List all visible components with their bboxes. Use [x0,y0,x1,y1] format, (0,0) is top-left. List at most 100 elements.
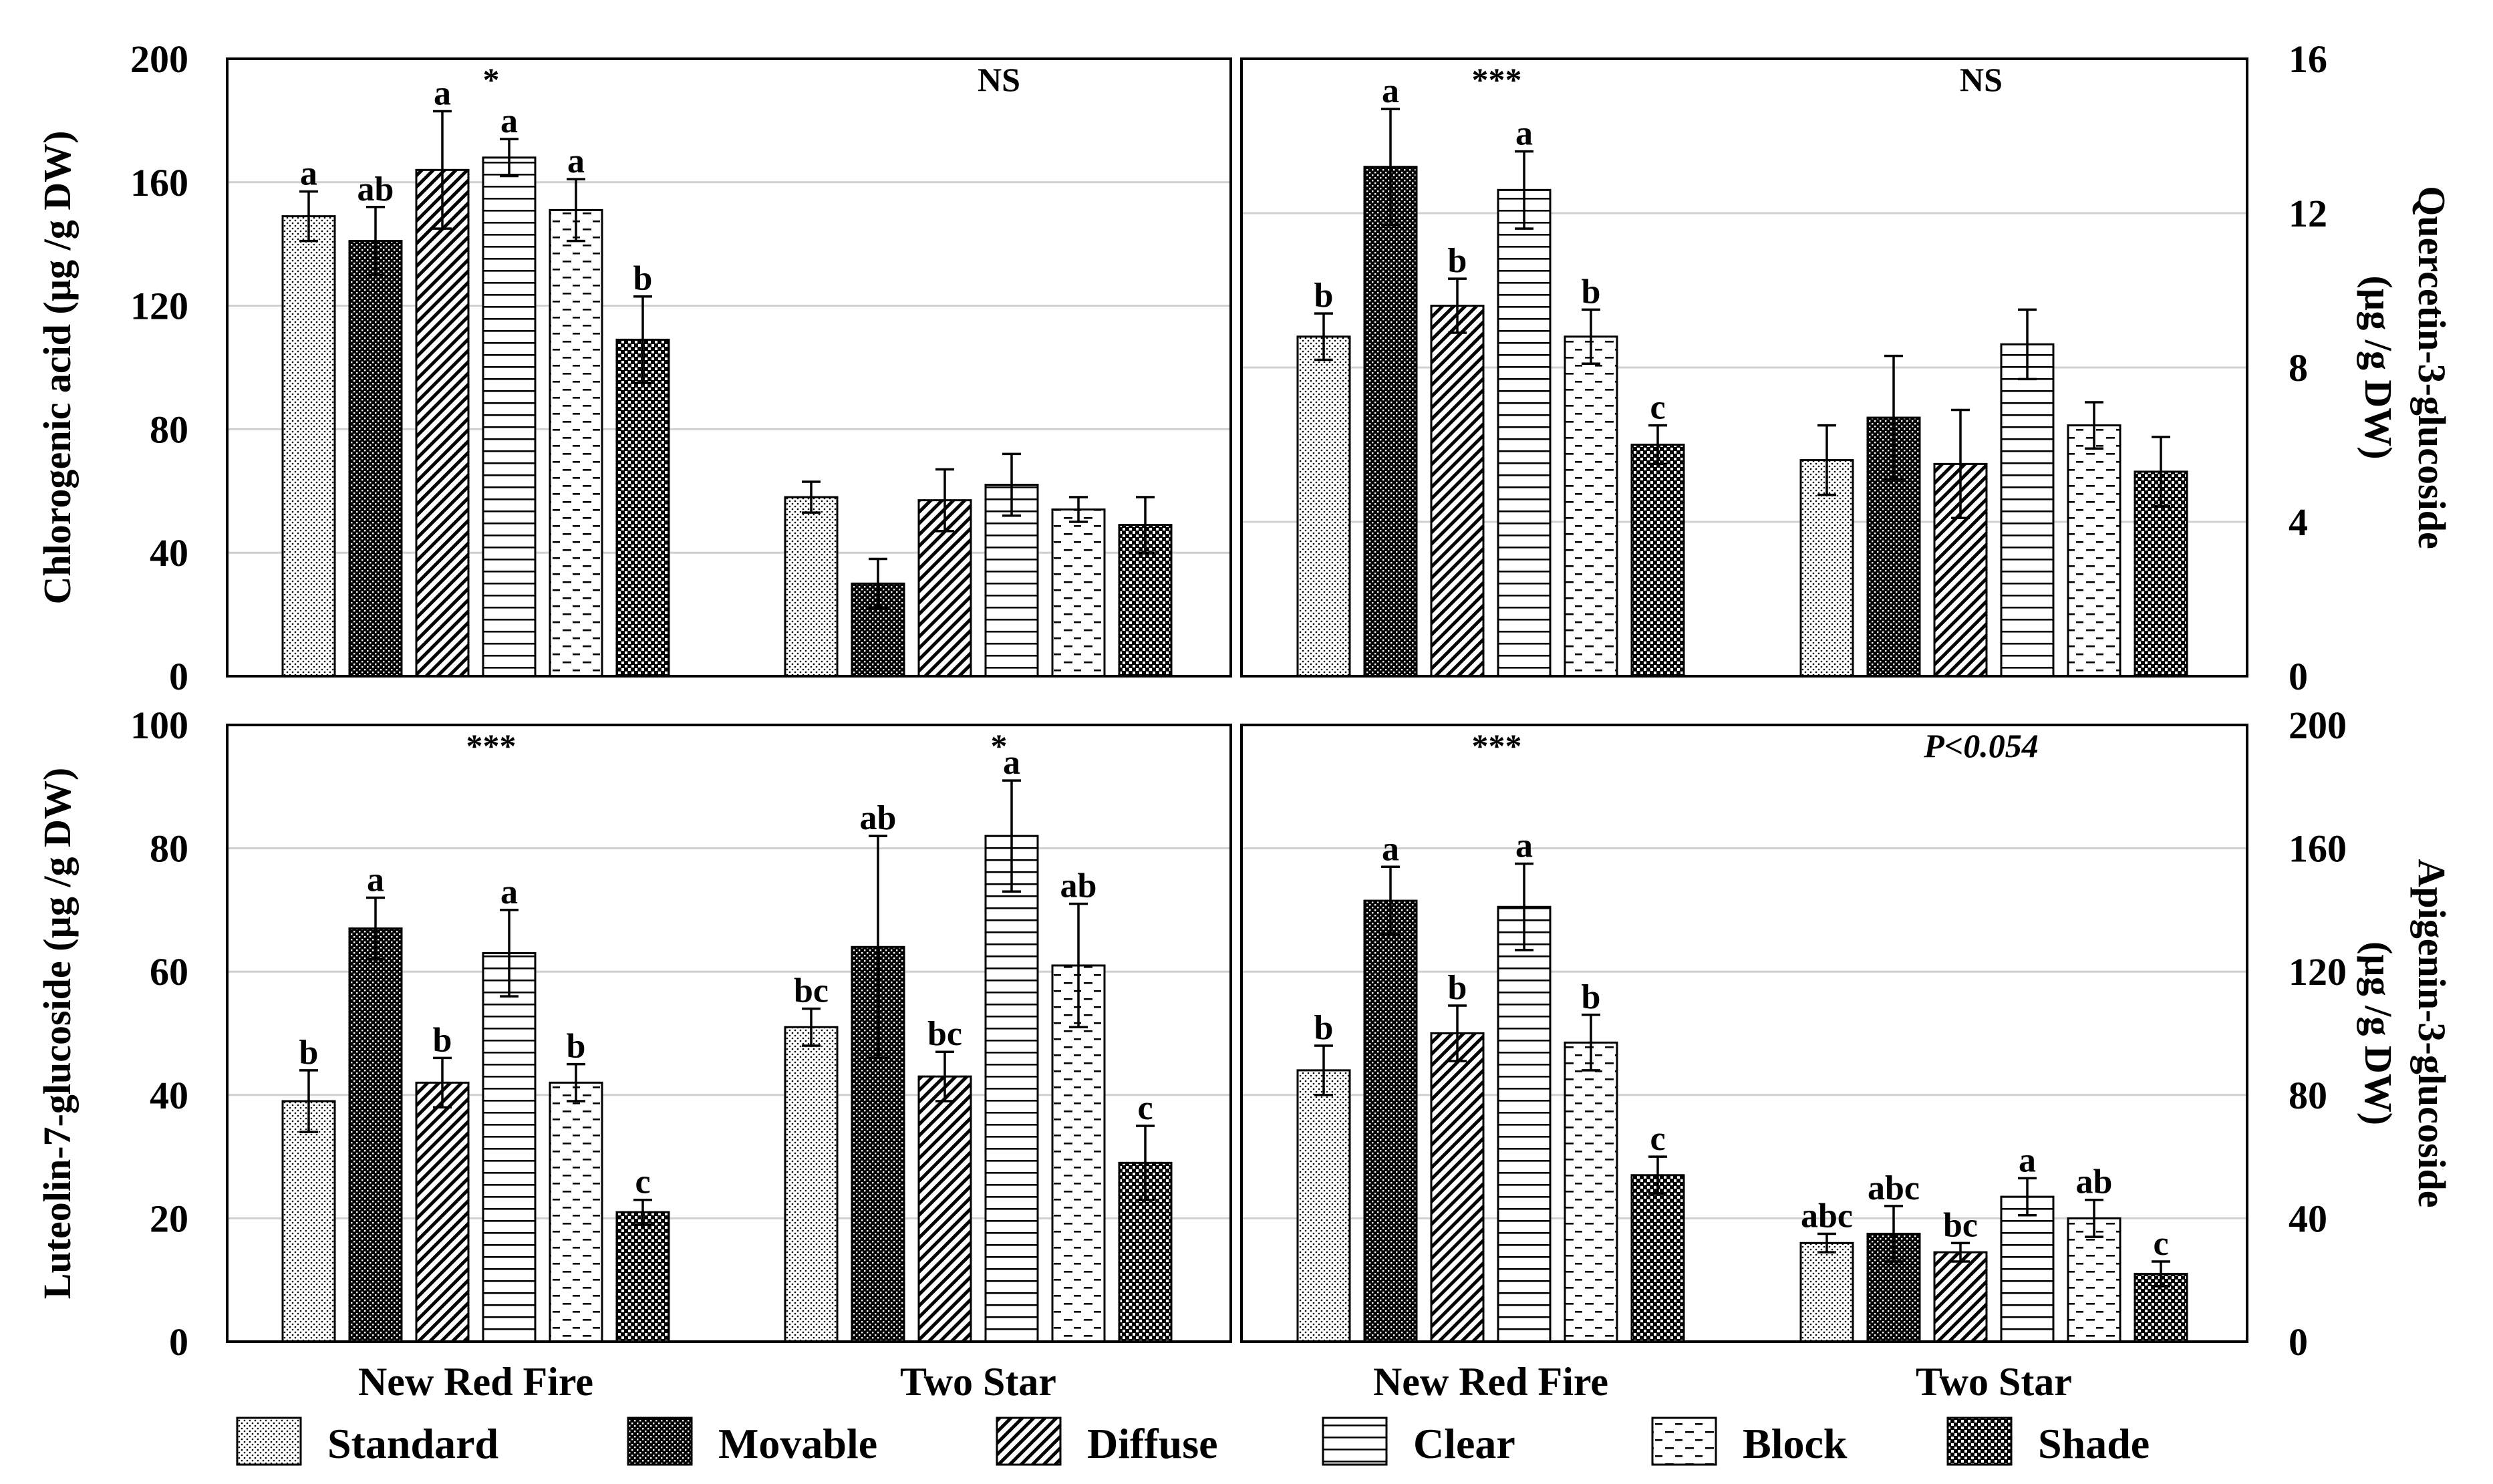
significance-letter: c [1137,1089,1153,1127]
legend-swatch-standard [236,1417,302,1466]
significance-letter: a [1382,72,1399,110]
stat-annotation: * [991,727,1008,764]
bar-block [1564,1041,1618,1343]
bar-diffuse [1933,1251,1988,1343]
bar-shade [615,338,670,678]
legend-label-standard: Standard [327,1420,498,1467]
legend-swatch-movable [627,1417,693,1466]
bar-standard [281,215,336,678]
bar-block [549,208,603,678]
bar-clear [1497,905,1552,1343]
stat-annotation: P<0.054 [1923,727,2039,764]
y-tick-label: 120 [130,285,188,328]
y-tick-label: 0 [2289,1320,2308,1364]
significance-letter: c [635,1163,650,1201]
significance-letter: abc [1801,1197,1853,1235]
significance-letter: a [434,75,451,113]
chart-panel-top-right: 0 4 8 12 16 b a b a b c *** NS Quercetin-3-glucoside(… [1240,37,2454,698]
legend-label-diffuse: Diffuse [1087,1420,1218,1467]
significance-letter: b [433,1021,452,1059]
stat-annotation: *** [1472,61,1522,98]
stat-annotation: NS [978,61,1020,98]
bar-movable [1363,166,1418,678]
y-tick-label: 60 [150,950,188,994]
bar-movable [348,927,403,1343]
bar-clear [1497,188,1552,678]
bar-clear [984,835,1039,1343]
x-group-label: New Red Fire [1373,1360,1608,1404]
significance-letter: ab [357,170,394,208]
legend-label-block: Block [1743,1420,1848,1467]
bar-standard [1296,335,1351,678]
y-tick-label: 200 [2289,704,2347,747]
significance-letter: ab [2076,1163,2113,1201]
y-tick-label: 4 [2289,500,2308,544]
significance-letter: b [1314,1009,1334,1047]
bar-standard [784,496,839,678]
y-axis-label: Luteolin-7-glucoside (µg /g DW) [35,768,79,1299]
bar-shade [1630,1174,1685,1343]
bar-block [1051,508,1106,678]
significance-letter: b [299,1034,319,1072]
significance-letter: c [1650,1120,1665,1158]
significance-letter: a [367,861,384,899]
bar-standard [784,1026,839,1343]
legend-label-shade: Shade [2038,1420,2150,1467]
bar-clear [2000,1195,2055,1343]
chart-legend: Standard Movable Diffuse Clear Block Shade [236,1417,2150,1467]
y-tick-label: 12 [2289,192,2327,235]
significance-letter: b [1448,969,1467,1007]
bar-movable [348,240,403,678]
y-tick-label: 200 [130,37,188,81]
legend-swatch-shade [1946,1417,2013,1466]
significance-letter: a [1003,744,1020,782]
y-tick-label: 20 [150,1197,188,1240]
y-axis-label: Chlorogenic acid (µg /g DW) [35,131,79,605]
bar-movable [851,582,905,678]
x-group-label: Two Star [1916,1360,2072,1404]
significance-letter: b [1314,277,1334,315]
stat-annotation: *** [466,727,517,764]
bar-block [1564,335,1618,678]
significance-letter: bc [794,972,829,1010]
bar-clear [2000,343,2055,678]
panel-frame [1240,724,2248,1343]
significance-letter: a [1515,827,1533,865]
significance-letter: b [1582,273,1601,311]
significance-letter: b [1448,242,1467,280]
y-axis-label-line2: (µg /g DW) [2357,275,2400,459]
significance-letter: bc [927,1015,962,1053]
y-tick-label: 80 [150,408,188,451]
x-group-label: Two Star [900,1360,1056,1404]
y-tick-label: 0 [169,655,188,698]
x-group-label: New Red Fire [358,1360,593,1404]
stat-annotation: *** [1472,727,1522,764]
bar-movable [1363,899,1418,1343]
y-tick-label: 40 [150,1074,188,1117]
bar-block [2067,424,2121,678]
y-tick-label: 0 [169,1320,188,1364]
panel-frame [226,57,1232,678]
significance-letter: b [567,1028,586,1066]
y-tick-label: 80 [150,827,188,871]
significance-letter: a [500,102,518,140]
y-tick-label: 40 [2289,1197,2327,1240]
bar-clear [482,156,537,678]
significance-letter: a [1515,115,1533,153]
bar-diffuse [1430,305,1485,678]
significance-letter: a [2019,1141,2036,1179]
bar-standard [1799,459,1854,678]
bar-diffuse [415,1081,470,1343]
bar-clear [482,952,537,1343]
significance-letter: a [300,155,317,193]
significance-letter: abc [1868,1169,1920,1207]
legend-swatch-diffuse [996,1417,1062,1466]
y-tick-label: 0 [2289,655,2308,698]
significance-letter: b [1582,978,1601,1016]
significance-letter: c [1650,389,1665,427]
panel-frame [1240,57,2248,678]
significance-letter: c [2153,1225,2168,1263]
